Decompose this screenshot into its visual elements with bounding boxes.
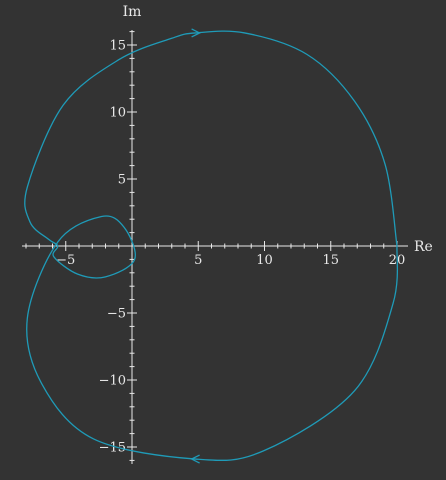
direction-arrow (190, 454, 200, 464)
y-tick-label: −5 (107, 307, 126, 322)
x-tick-label: 5 (194, 253, 202, 268)
y-tick-label: −10 (99, 374, 126, 389)
x-tick-label: 15 (322, 253, 339, 268)
y-tick-label: 10 (109, 106, 126, 121)
y-axis-label: Im (123, 4, 142, 20)
x-axis-label: Re (414, 239, 433, 255)
y-tick-label: 5 (118, 173, 126, 188)
nyquist-curve (24, 30, 399, 462)
y-tick-label: 15 (109, 39, 126, 54)
x-tick-label: −5 (56, 253, 75, 268)
curve-layer (24, 28, 399, 464)
direction-arrow (191, 28, 202, 38)
x-tick-label: 10 (256, 253, 273, 268)
